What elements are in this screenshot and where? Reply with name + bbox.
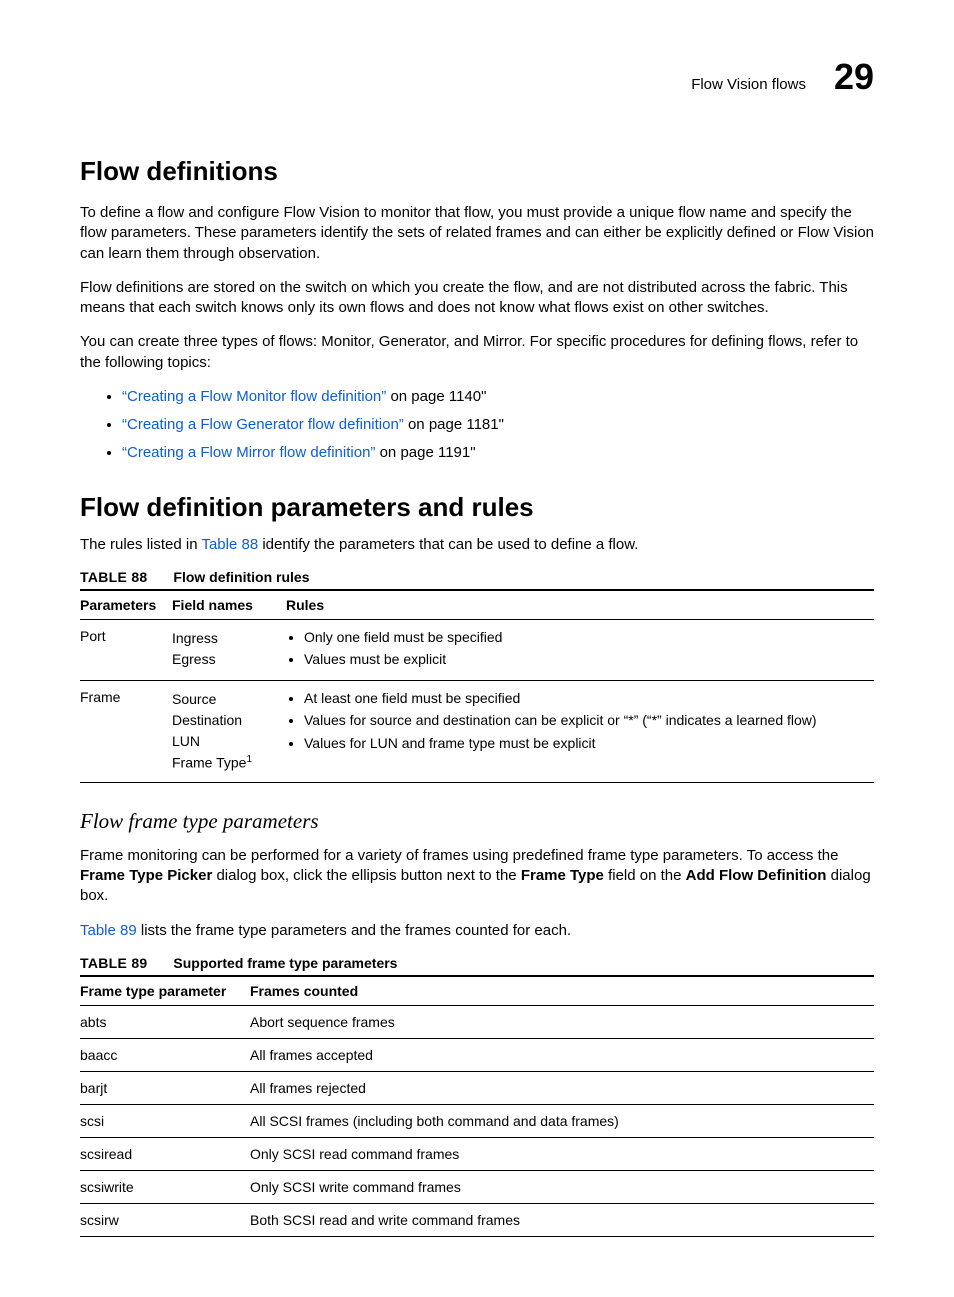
col-header-parameters: Parameters	[80, 590, 172, 620]
col-header-rules: Rules	[286, 590, 874, 620]
rule-item: Values for LUN and frame type must be ex…	[304, 734, 864, 752]
rules-list: Only one field must be specified Values m…	[286, 628, 864, 668]
cell-field-names: SourceDestinationLUNFrame Type1	[172, 681, 286, 783]
cell-frame-type-param: barjt	[80, 1071, 250, 1104]
col-header-frames-counted: Frames counted	[250, 976, 874, 1006]
text: lists the frame type parameters and the …	[137, 922, 571, 939]
heading-flow-definitions: Flow definitions	[80, 156, 874, 187]
cell-frame-type-param: abts	[80, 1005, 250, 1038]
rule-item: Values for source and destination can be…	[304, 711, 864, 729]
running-title: Flow Vision flows	[691, 76, 806, 93]
table-number: TABLE 89	[80, 955, 148, 971]
para-frame-type-2: Table 89 lists the frame type parameters…	[80, 921, 874, 941]
list-item: “Creating a Flow Generator flow definiti…	[122, 415, 874, 435]
cell-frame-type-param: baacc	[80, 1038, 250, 1071]
list-item: “Creating a Flow Mirror flow definition”…	[122, 443, 874, 463]
heading-flow-definition-parameters: Flow definition parameters and rules	[80, 492, 874, 523]
text: field on the	[604, 867, 686, 884]
running-header: Flow Vision flows 29	[80, 56, 874, 98]
cell-frames-counted: Only SCSI read command frames	[250, 1137, 874, 1170]
text: identify the parameters that can be used…	[258, 536, 638, 553]
cell-field-names: IngressEgress	[172, 619, 286, 680]
cell-frames-counted: Abort sequence frames	[250, 1005, 874, 1038]
cell-frames-counted: All frames accepted	[250, 1038, 874, 1071]
table-88-caption: TABLE 88 Flow definition rules	[80, 569, 874, 585]
rule-item: At least one field must be specified	[304, 689, 864, 707]
para-rules-intro: The rules listed in Table 88 identify th…	[80, 535, 874, 555]
table-89: Frame type parameter Frames counted abts…	[80, 975, 874, 1237]
table-row: FrameSourceDestinationLUNFrame Type1At l…	[80, 681, 874, 783]
table-row: barjtAll frames rejected	[80, 1071, 874, 1104]
text: Frame monitoring can be performed for a …	[80, 847, 838, 864]
table-row: scsireadOnly SCSI read command frames	[80, 1137, 874, 1170]
cell-frames-counted: All SCSI frames (including both command …	[250, 1104, 874, 1137]
rule-item: Values must be explicit	[304, 650, 864, 668]
para-intro-2: Flow definitions are stored on the switc…	[80, 278, 874, 319]
table-88-body: PortIngressEgressOnly one field must be …	[80, 619, 874, 782]
para-intro-3: You can create three types of flows: Mon…	[80, 332, 874, 373]
topic-links-list: “Creating a Flow Monitor flow definition…	[80, 387, 874, 464]
cell-frame-type-param: scsi	[80, 1104, 250, 1137]
col-header-field-names: Field names	[172, 590, 286, 620]
bold-add-flow-def: Add Flow Definition	[686, 867, 827, 884]
table-89-caption: TABLE 89 Supported frame type parameters	[80, 955, 874, 971]
link-tail: on page 1140"	[386, 388, 486, 405]
cell-frame-type-param: scsiwrite	[80, 1170, 250, 1203]
para-intro-1: To define a flow and configure Flow Visi…	[80, 203, 874, 264]
text: dialog box, click the ellipsis button ne…	[212, 867, 521, 884]
link-flow-monitor[interactable]: “Creating a Flow Monitor flow definition…	[122, 388, 386, 405]
table-89-body: abtsAbort sequence framesbaaccAll frames…	[80, 1005, 874, 1236]
table-title: Flow definition rules	[173, 569, 309, 585]
para-frame-type-1: Frame monitoring can be performed for a …	[80, 846, 874, 907]
rule-item: Only one field must be specified	[304, 628, 864, 646]
table-title: Supported frame type parameters	[173, 955, 397, 971]
link-flow-mirror[interactable]: “Creating a Flow Mirror flow definition”	[122, 444, 375, 461]
link-table-88[interactable]: Table 88	[201, 536, 258, 553]
link-flow-generator[interactable]: “Creating a Flow Generator flow definiti…	[122, 416, 404, 433]
page: Flow Vision flows 29 Flow definitions To…	[0, 0, 954, 1297]
table-row: scsiwriteOnly SCSI write command frames	[80, 1170, 874, 1203]
chapter-number: 29	[834, 56, 874, 98]
table-88: Parameters Field names Rules PortIngress…	[80, 589, 874, 783]
table-row: PortIngressEgressOnly one field must be …	[80, 619, 874, 680]
heading-flow-frame-type: Flow frame type parameters	[80, 809, 874, 834]
link-table-89[interactable]: Table 89	[80, 922, 137, 939]
text: The rules listed in	[80, 536, 201, 553]
rules-list: At least one field must be specified Valu…	[286, 689, 864, 752]
cell-rules: At least one field must be specified Valu…	[286, 681, 874, 783]
cell-frame-type-param: scsiread	[80, 1137, 250, 1170]
cell-rules: Only one field must be specified Values m…	[286, 619, 874, 680]
bold-frame-type: Frame Type	[521, 867, 604, 884]
cell-frame-type-param: scsirw	[80, 1203, 250, 1236]
cell-parameter: Port	[80, 619, 172, 680]
link-tail: on page 1181"	[404, 416, 504, 433]
link-tail: on page 1191"	[375, 444, 475, 461]
col-header-frame-type-parameter: Frame type parameter	[80, 976, 250, 1006]
bold-frame-type-picker: Frame Type Picker	[80, 867, 212, 884]
table-row: scsirwBoth SCSI read and write command f…	[80, 1203, 874, 1236]
cell-frames-counted: Both SCSI read and write command frames	[250, 1203, 874, 1236]
cell-frames-counted: All frames rejected	[250, 1071, 874, 1104]
cell-frames-counted: Only SCSI write command frames	[250, 1170, 874, 1203]
table-row: baaccAll frames accepted	[80, 1038, 874, 1071]
list-item: “Creating a Flow Monitor flow definition…	[122, 387, 874, 407]
table-row: scsiAll SCSI frames (including both comm…	[80, 1104, 874, 1137]
table-row: abtsAbort sequence frames	[80, 1005, 874, 1038]
cell-parameter: Frame	[80, 681, 172, 783]
table-number: TABLE 88	[80, 569, 148, 585]
